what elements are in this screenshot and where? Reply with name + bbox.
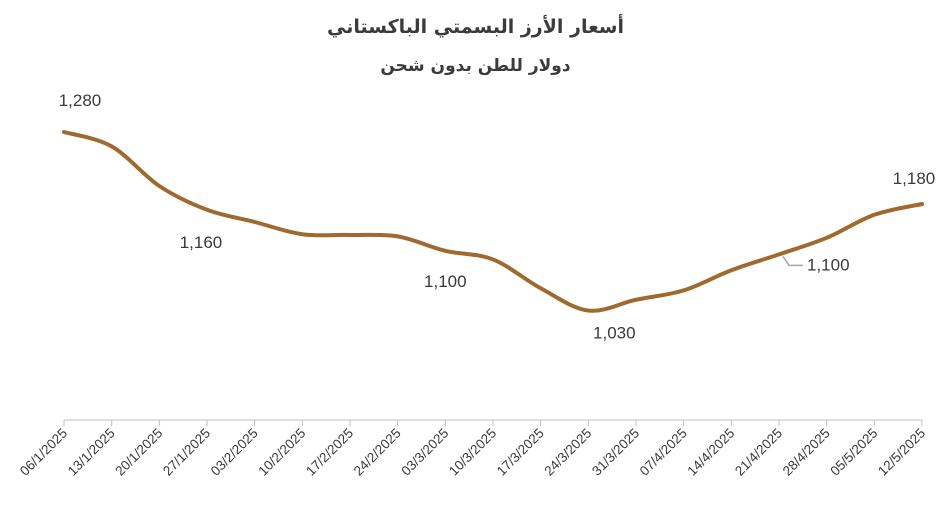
- x-axis-tick-labels: 06/1/202513/1/202520/1/202527/1/202503/2…: [17, 426, 928, 479]
- data-label: 1,100: [807, 255, 850, 274]
- data-label: 1,030: [593, 324, 636, 343]
- x-tick-label: 10/2/2025: [255, 426, 308, 479]
- chart-title: أسعار الأرز البسمتي الباكستاني: [327, 16, 624, 38]
- x-tick-label: 03/3/2025: [398, 426, 451, 479]
- data-label: 1,280: [59, 91, 102, 110]
- label-leader-lines: [782, 255, 803, 267]
- x-axis-ticks: [63, 420, 923, 426]
- data-label: 1,180: [893, 169, 936, 188]
- x-tick-label: 31/3/2025: [589, 426, 642, 479]
- x-tick-label: 17/2/2025: [303, 426, 356, 479]
- x-tick-label: 10/3/2025: [446, 426, 499, 479]
- x-tick-label: 28/4/2025: [780, 426, 833, 479]
- x-tick-label: 13/1/2025: [65, 426, 118, 479]
- x-tick-label: 03/2/2025: [208, 426, 261, 479]
- label-leader-line: [782, 255, 803, 267]
- x-tick-label: 07/4/2025: [637, 426, 690, 479]
- x-tick-label: 17/3/2025: [494, 426, 547, 479]
- x-tick-label: 24/3/2025: [541, 426, 594, 479]
- chart-subtitle: دولار للطن بدون شحن: [380, 56, 571, 76]
- data-labels: 1,280 1,160 1,100 1,030 1,100 1,180: [59, 91, 936, 343]
- data-label: 1,160: [180, 233, 223, 252]
- x-tick-label: 14/4/2025: [684, 426, 737, 479]
- x-tick-label: 24/2/2025: [351, 426, 404, 479]
- x-tick-label: 21/4/2025: [732, 426, 785, 479]
- x-tick-label: 06/1/2025: [17, 426, 70, 479]
- data-label: 1,100: [424, 272, 467, 291]
- x-tick-label: 20/1/2025: [112, 426, 165, 479]
- x-tick-label: 05/5/2025: [827, 426, 880, 479]
- x-tick-label: 12/5/2025: [875, 426, 928, 479]
- series-line: [62, 130, 924, 313]
- x-tick-label: 27/1/2025: [160, 426, 213, 479]
